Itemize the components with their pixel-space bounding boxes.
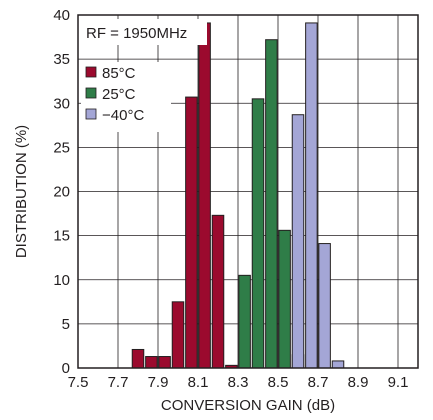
bar-series-3 [291,114,305,369]
y-tick-label: 5 [62,316,70,333]
y-tick-label: 15 [53,228,70,245]
bar-series-2 [251,98,265,369]
x-axis-title: CONVERSION GAIN (dB) [161,397,335,414]
annotation-text: RF = 1950MHz [86,25,187,42]
plot-frame [77,14,419,369]
legend-swatch [85,108,97,120]
legend: 85°C 25°C −40°C [81,62,171,132]
x-tick-label: 8.9 [348,374,369,391]
y-tick-label: 25 [53,139,70,156]
bar-series-1 [198,22,211,369]
bar-series-1 [211,214,225,369]
y-tick-label: 0 [62,360,70,377]
x-tick-label: 7.9 [148,374,169,391]
legend-label: 85°C [102,65,136,82]
bar-series-3 [318,243,331,369]
x-tick-label: 7.7 [108,374,129,391]
y-tick-label: 30 [53,95,70,112]
x-tick-label: 8.1 [188,374,209,391]
legend-swatch [85,87,97,99]
legend-label: −40°C [102,107,144,124]
annotation-box: RF = 1950MHz [81,19,207,45]
x-tick-label: 8.7 [308,374,329,391]
x-axis-tick-labels: 7.5 7.7 7.9 8.1 8.3 8.5 8.7 8.9 9.1 [68,374,409,391]
bar-series-3 [305,22,318,369]
bar-series-3 [331,360,345,369]
bar-series-1 [185,96,198,369]
bar-series-2 [278,229,291,369]
bar-series-2 [265,39,278,369]
bar-series-1 [131,348,145,369]
y-tick-label: 35 [53,51,70,68]
y-tick-label: 40 [53,7,70,24]
x-tick-label: 8.5 [268,374,289,391]
x-tick-label: 9.1 [388,374,409,391]
legend-label: 25°C [102,86,136,103]
x-tick-label: 8.3 [228,374,249,391]
legend-swatch [85,66,97,78]
bar-series-1 [171,301,185,369]
bar-series-2 [238,274,251,369]
bar-series-1 [145,356,158,369]
y-axis-title: DISTRIBUTION (%) [13,125,30,258]
x-tick-label: 7.5 [68,374,89,391]
y-tick-label: 10 [53,272,70,289]
y-tick-label: 20 [53,184,70,201]
bar-series-1 [158,356,171,369]
y-axis-tick-labels: 0 5 10 15 20 25 30 35 40 [53,7,70,377]
